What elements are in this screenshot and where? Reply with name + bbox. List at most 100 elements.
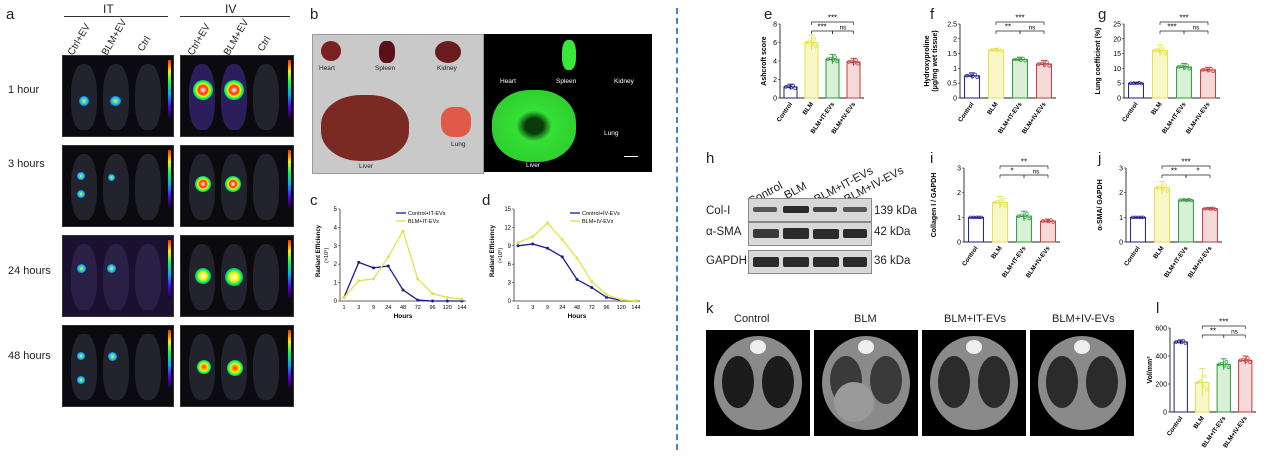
data-point — [1158, 50, 1163, 54]
y-tick-label: 1 — [953, 66, 957, 73]
data-point — [1020, 213, 1024, 218]
col-label: Ctrl — [256, 34, 274, 54]
y-tick-label: 5 — [1117, 81, 1121, 88]
bar — [988, 49, 1004, 99]
data-point — [970, 74, 975, 79]
y-tick-label: 3 — [1119, 166, 1123, 173]
data-point — [560, 255, 564, 259]
y-tick-label: 3 — [334, 244, 338, 250]
kidney-organ — [435, 41, 461, 63]
data-point — [828, 56, 833, 61]
organ-label: Spleen — [375, 65, 396, 72]
data-point — [1195, 380, 1200, 385]
data-point — [1141, 215, 1145, 220]
significance-label: ns — [1033, 169, 1041, 176]
y-tick-label: 2 — [1119, 190, 1123, 197]
blot-col1 — [748, 198, 872, 222]
legend-label: BLM+IT-EVs — [408, 219, 439, 225]
data-point — [1209, 66, 1213, 71]
bar — [1200, 69, 1216, 99]
data-point — [401, 229, 405, 233]
data-point — [372, 277, 375, 281]
x-tick-label: 96 — [603, 305, 609, 311]
x-tick-label: Control — [957, 101, 976, 124]
panel-d-letter: d — [482, 192, 491, 209]
organ-label: Kidney — [437, 65, 457, 72]
col-label: BLM+EV — [222, 17, 252, 58]
ct-title: BLM+IV-EVs — [1052, 313, 1115, 325]
data-point — [1022, 215, 1027, 220]
data-point — [1027, 216, 1031, 221]
y-tick-label: 3 — [957, 166, 961, 173]
data-point — [977, 215, 981, 220]
data-point — [1051, 220, 1055, 224]
panel-j-letter: j — [1098, 150, 1102, 167]
data-point — [1049, 218, 1053, 222]
y-axis-unit: (×10⁸) — [323, 248, 330, 263]
heart-organ — [321, 41, 341, 61]
data-point — [993, 200, 997, 205]
bar — [1202, 208, 1218, 243]
organ-label: Liver — [359, 163, 374, 170]
band-size: 139 kDa — [874, 205, 917, 217]
data-point — [575, 256, 579, 260]
data-point — [357, 260, 361, 264]
data-point — [852, 61, 856, 65]
y-axis-title: Collagen I / GAPDH — [931, 173, 938, 238]
y-tick-label: 4 — [773, 59, 777, 66]
x-tick-label: 1 — [342, 305, 345, 311]
series-line — [517, 222, 637, 302]
significance-label: ** — [1171, 167, 1177, 176]
bar — [804, 42, 819, 99]
bar-chart-j: 0 1 2 3 α-SMA/ GAPDH Control BLMBLM+IT-EVsBLM+… — [1097, 158, 1222, 279]
data-point — [810, 42, 814, 47]
bar — [1036, 63, 1052, 99]
panel-a-letter: a — [6, 6, 15, 23]
data-point — [590, 286, 594, 290]
data-point — [546, 246, 549, 250]
x-axis-title: Hours — [568, 313, 587, 320]
data-point — [560, 238, 564, 242]
data-point — [1206, 68, 1211, 73]
ct-image-blm — [814, 330, 918, 436]
x-tick-label: 48 — [574, 305, 580, 311]
y-tick-label: 2.5 — [947, 22, 957, 29]
bar — [1216, 363, 1231, 413]
group-it-label: IT — [103, 2, 114, 16]
y-tick-label: 0 — [957, 240, 961, 247]
data-point — [973, 72, 977, 77]
x-tick-label: Control — [776, 101, 795, 124]
y-axis-title: Radiant Efficiency — [316, 224, 322, 277]
data-point — [1226, 365, 1231, 369]
group-it-line — [64, 16, 168, 17]
data-point — [342, 295, 346, 299]
y-tick-label: 0 — [1163, 410, 1167, 417]
row-label-48h: 48 hours — [8, 350, 51, 362]
panel-f-letter: f — [930, 6, 935, 23]
ct-title: BLM — [854, 313, 877, 325]
series-line — [343, 261, 462, 302]
significance-label: * — [1010, 167, 1013, 176]
data-point — [1040, 61, 1044, 66]
blot-asma — [748, 222, 872, 246]
y-tick-label: 2 — [957, 190, 961, 197]
band-size: 36 kDa — [874, 255, 911, 267]
organ-label: Kidney — [614, 78, 634, 85]
y-tick-label: 400 — [1155, 354, 1167, 361]
series-line — [517, 243, 637, 302]
color-scale — [288, 240, 291, 298]
data-point — [460, 297, 464, 301]
data-point — [856, 62, 860, 66]
data-point — [431, 299, 434, 303]
y-tick-label: 0 — [1119, 240, 1123, 247]
ivis-image-it-48h — [62, 325, 174, 407]
data-point — [1224, 360, 1229, 364]
organ-label: Lung — [451, 141, 466, 148]
data-point — [1189, 198, 1193, 203]
significance-label: ** — [1210, 327, 1216, 336]
data-point — [835, 59, 839, 64]
data-point — [1246, 356, 1250, 361]
data-point — [634, 299, 638, 303]
x-tick-label: 24 — [559, 305, 565, 311]
x-tick-label: BLM — [990, 245, 1004, 260]
